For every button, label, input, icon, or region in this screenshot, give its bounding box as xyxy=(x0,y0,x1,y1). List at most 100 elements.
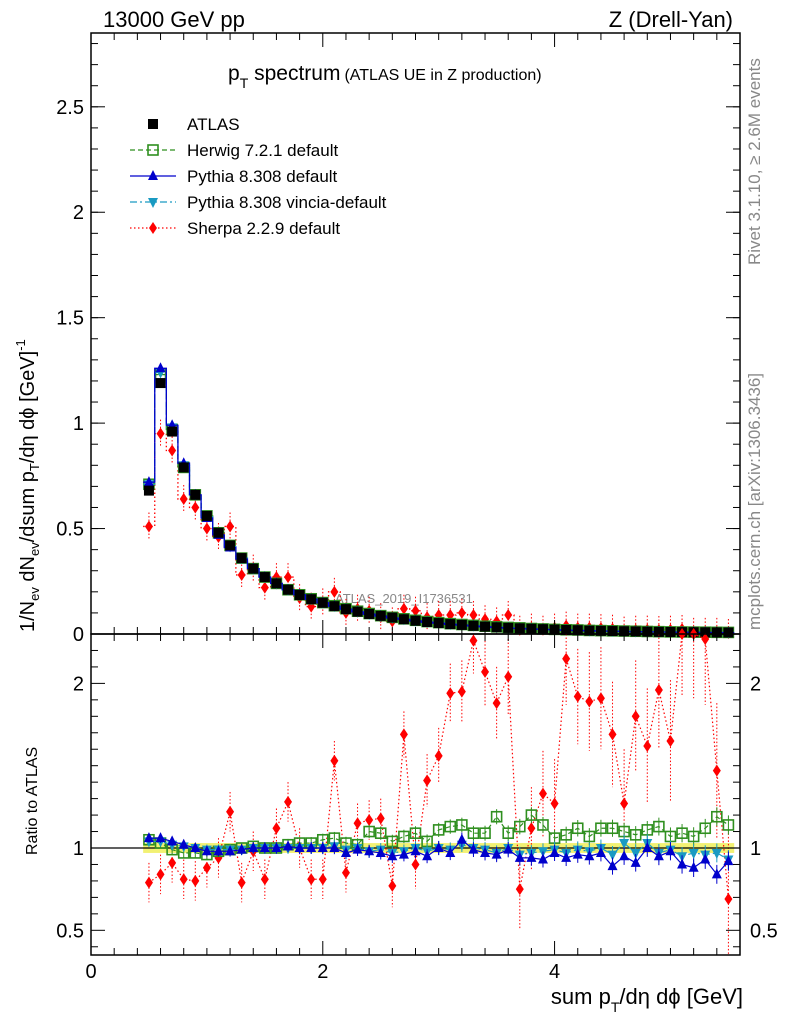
x-tick-label: 0 xyxy=(85,961,96,983)
ratio-data-layer xyxy=(91,628,740,955)
ratio-point-sherpa-2-2-9-default xyxy=(284,795,293,808)
main-point-atlas xyxy=(537,624,548,635)
main-point-sherpa-2-2-9-default xyxy=(179,493,188,506)
ratio-y-tick-label: 0.5 xyxy=(56,920,84,942)
main-point-atlas xyxy=(410,615,421,626)
ratio-point-pythia-8-308-default xyxy=(468,843,479,854)
ratio-point-sherpa-2-2-9-default xyxy=(260,873,269,886)
ratio-point-herwig-7-2-1-default xyxy=(374,827,387,839)
main-point-sherpa-2-2-9-default xyxy=(144,520,153,533)
x-tick-label: 2 xyxy=(317,961,328,983)
ratio-point-sherpa-2-2-9-default xyxy=(353,817,362,830)
energy-label: 13000 GeV pp xyxy=(103,7,245,32)
main-point-sherpa-2-2-9-default xyxy=(399,602,408,615)
ratio-point-pythia-8-308-default xyxy=(584,850,595,861)
main-point-sherpa-2-2-9-default xyxy=(191,501,200,514)
ratio-point-sherpa-2-2-9-default xyxy=(191,874,200,887)
ratio-point-sherpa-2-2-9-default xyxy=(527,822,536,835)
main-point-atlas xyxy=(236,553,247,564)
main-panel: ATLAS_2019_I1736531 00.511.522.5 pT spec… xyxy=(13,32,741,646)
ratio-point-pythia-8-308-default xyxy=(642,842,653,852)
main-point-atlas xyxy=(201,510,212,521)
legend-marker-pythia-8-308-vincia-default xyxy=(148,198,158,208)
ratio-y-tick-label: 2 xyxy=(73,673,84,695)
ratio-point-pythia-8-308-default xyxy=(422,850,433,861)
ratio-point-sherpa-2-2-9-default xyxy=(504,670,513,683)
main-point-atlas xyxy=(364,608,375,619)
ratio-point-sherpa-2-2-9-default xyxy=(573,690,582,703)
ratio-point-sherpa-2-2-9-default xyxy=(237,876,246,889)
title-tag: (ATLAS UE in Z production) xyxy=(344,67,541,84)
plot-title: pT spectrum (ATLAS UE in Z production) xyxy=(228,62,542,91)
ratio-point-pythia-8-308-default xyxy=(514,851,525,862)
ratio-point-sherpa-2-2-9-default xyxy=(411,858,420,871)
ratio-point-pythia-8-308-default xyxy=(607,860,618,871)
ratio-point-pythia-8-308-default xyxy=(283,840,294,851)
ratio-point-pythia-8-308-default xyxy=(213,845,224,856)
main-point-atlas xyxy=(213,527,224,538)
main-point-sherpa-2-2-9-default xyxy=(237,568,246,581)
ratio-point-sherpa-2-2-9-default xyxy=(179,873,188,886)
ratio-point-herwig-7-2-1-default xyxy=(409,827,422,839)
main-point-atlas xyxy=(445,619,456,630)
ratio-axes: 0.5 0.5 1 1 2 2 0 2 4 xyxy=(56,634,778,983)
main-point-pythia-8-308-default xyxy=(143,476,154,487)
ratio-point-herwig-7-2-1-default xyxy=(537,819,549,831)
main-y-tick-label: 1 xyxy=(73,413,84,435)
main-point-atlas xyxy=(630,626,641,637)
ratio-point-sherpa-2-2-9-default xyxy=(434,749,443,762)
ratio-point-pythia-8-308-default xyxy=(340,846,351,857)
ratio-point-herwig-7-2-1-default xyxy=(432,824,445,836)
main-point-sherpa-2-2-9-default xyxy=(411,604,420,617)
main-point-sherpa-2-2-9-default xyxy=(168,444,177,457)
ratio-frame xyxy=(90,633,741,956)
main-point-sherpa-2-2-9-default xyxy=(260,581,269,594)
ratio-point-sherpa-2-2-9-default xyxy=(446,687,455,700)
ratio-point-sherpa-2-2-9-default xyxy=(156,868,165,881)
ratio-point-sherpa-2-2-9-default xyxy=(562,652,571,665)
main-point-atlas xyxy=(225,540,236,551)
x-axis-label: sum pT/dη dϕ [GeV] xyxy=(551,984,743,1015)
ratio-y-label: Ratio to ATLAS xyxy=(24,747,41,855)
legend-marker-atlas xyxy=(148,119,158,129)
ratio-point-pythia-8-308-default xyxy=(167,835,178,846)
main-y-tick-label: 1.5 xyxy=(56,308,84,330)
main-point-atlas xyxy=(653,626,664,637)
ratio-point-sherpa-2-2-9-default xyxy=(585,695,594,708)
ratio-point-sherpa-2-2-9-default xyxy=(365,814,374,827)
legend-label-atlas: ATLAS xyxy=(187,115,240,134)
ratio-point-sherpa-2-2-9-default xyxy=(168,856,177,869)
main-point-atlas xyxy=(398,614,409,625)
main-point-atlas xyxy=(283,584,294,595)
legend-marker-sherpa-2-2-9-default xyxy=(149,222,157,234)
ratio-point-pythia-8-308-default xyxy=(398,848,409,859)
ratio-point-herwig-7-2-1-default xyxy=(676,827,688,839)
ratio-point-herwig-7-2-1-default xyxy=(571,822,584,835)
main-point-atlas xyxy=(352,606,363,617)
ratio-point-herwig-7-2-1-default xyxy=(398,830,410,843)
main-point-atlas xyxy=(143,485,154,496)
ratio-point-sherpa-2-2-9-default xyxy=(492,697,501,710)
ratio-point-pythia-8-308-default xyxy=(317,842,328,852)
ratio-point-pythia-8-308-default xyxy=(630,856,641,867)
ratio-point-herwig-7-2-1-default xyxy=(722,819,735,831)
ratio-point-sherpa-2-2-9-default xyxy=(481,665,490,678)
ratio-point-pythia-8-308-default xyxy=(410,845,421,856)
ratio-point-sherpa-2-2-9-default xyxy=(423,774,432,787)
ratio-point-pythia-8-308-default xyxy=(677,858,688,869)
ratio-point-pythia-8-308-default xyxy=(201,845,212,856)
ratio-point-pythia-8-308-default xyxy=(271,842,282,852)
ratio-point-pythia-8-308-default xyxy=(236,843,247,854)
ratio-point-pythia-8-308-default xyxy=(653,850,664,861)
ratio-point-sherpa-2-2-9-default xyxy=(469,634,478,647)
ratio-point-sherpa-2-2-9-default xyxy=(376,812,385,825)
main-point-atlas xyxy=(456,619,467,630)
main-point-atlas xyxy=(167,426,178,437)
main-point-sherpa-2-2-9-default xyxy=(284,571,293,584)
main-point-sherpa-2-2-9-default xyxy=(504,609,513,622)
ratio-point-pythia-8-308-default xyxy=(375,846,386,857)
ratio-point-sherpa-2-2-9-default xyxy=(608,728,617,741)
ratio-point-herwig-7-2-1-default xyxy=(467,827,480,839)
ratio-point-pythia-8-308-default xyxy=(143,832,154,843)
main-point-atlas xyxy=(317,597,328,608)
